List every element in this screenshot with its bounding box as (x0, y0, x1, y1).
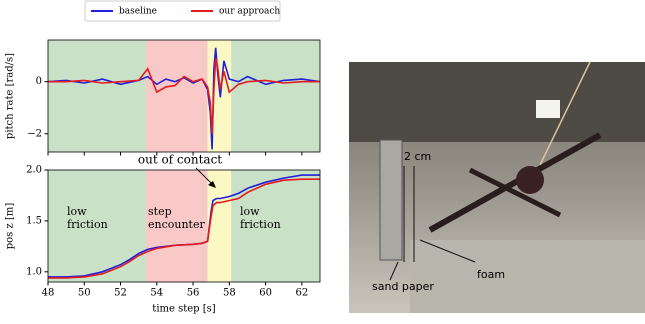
annotation: out of contact (138, 153, 222, 167)
x-tick-label: 48 (42, 288, 55, 299)
photo-label: 2 cm (404, 150, 431, 163)
drone-arm (428, 132, 602, 233)
x-tick-label: 54 (150, 288, 163, 299)
series-line (48, 58, 320, 134)
y-tick-label: −2 (27, 128, 42, 139)
photo-ceiling (349, 62, 645, 142)
annotation: friction (240, 218, 281, 231)
y-axis-label: pos z [m] (5, 203, 16, 250)
foam-block (410, 240, 645, 313)
y-tick-label: 2.0 (26, 165, 42, 176)
region (207, 170, 232, 282)
photo-label: foam (477, 268, 505, 281)
annotation: step (148, 205, 172, 218)
tether (539, 61, 591, 166)
wall-panel (379, 139, 403, 261)
region (145, 40, 208, 152)
annotation: low (67, 205, 87, 218)
x-tick-label: 58 (223, 288, 236, 299)
y-axis-label: pitch rate [rad/s] (5, 53, 16, 139)
y-tick-label: 1.0 (26, 266, 42, 277)
region (48, 170, 146, 282)
y-tick-label: 0 (36, 76, 42, 87)
annotation: low (240, 205, 260, 218)
x-tick-label: 60 (259, 288, 272, 299)
x-tick-label: 52 (114, 288, 127, 299)
x-axis-label: time step [s] (152, 304, 215, 315)
photo: 2 cm sand paper foam (349, 61, 645, 313)
x-tick-label: 56 (187, 288, 200, 299)
pointer (419, 239, 476, 263)
y-tick-label: 1.5 (26, 215, 42, 226)
x-tick-label: 50 (78, 288, 91, 299)
legend-label: our approach (219, 7, 280, 17)
legend-box (84, 0, 281, 22)
legend-label: baseline (119, 7, 157, 17)
plot-frame (47, 169, 321, 283)
series-line (47, 47, 321, 150)
light (536, 100, 560, 118)
arrow-head (208, 181, 216, 188)
annotation: friction (67, 218, 108, 231)
drone-arm (468, 167, 562, 218)
series-line (48, 178, 320, 279)
x-tick-label: 62 (295, 288, 308, 299)
photo-label: sand paper (372, 280, 434, 293)
region (145, 170, 208, 282)
plot-frame (47, 39, 321, 153)
region (48, 40, 146, 152)
region (231, 40, 320, 152)
annotation: encounter (148, 218, 205, 231)
pointer (389, 261, 399, 281)
drone-body (516, 166, 544, 194)
